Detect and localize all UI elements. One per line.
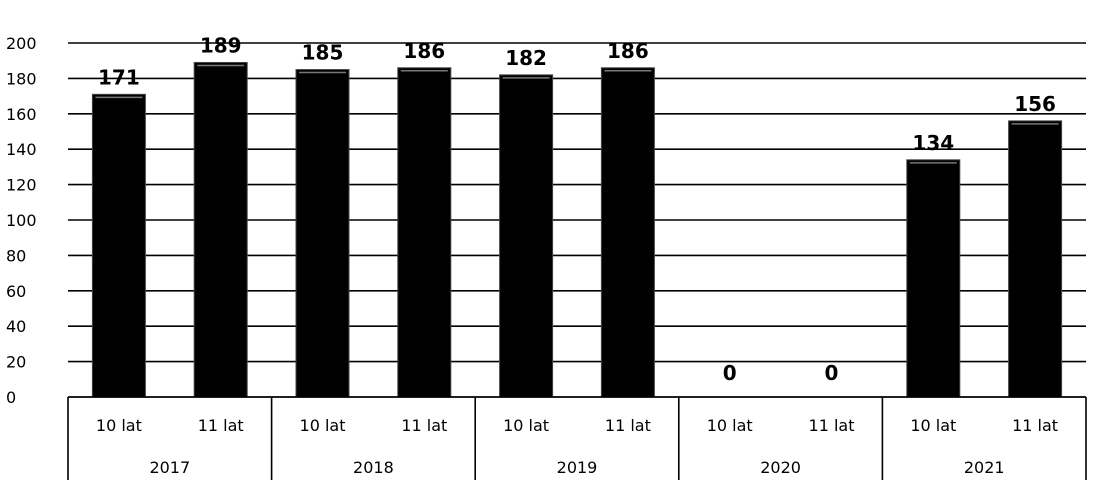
y-tick-label: 40	[6, 317, 26, 336]
y-tick-label: 140	[6, 140, 37, 159]
data-label: 0	[825, 361, 839, 385]
data-labels: 171 189 185 186 182 186 0 0 134 156	[98, 33, 1056, 385]
y-axis-ticks: 0 20 40 60 80 100 120 140 160 180 200	[6, 34, 37, 407]
x-category-label: 11 lat	[198, 416, 244, 435]
y-tick-label: 200	[6, 34, 37, 53]
y-tick-label: 180	[6, 69, 37, 88]
bar	[1008, 120, 1063, 398]
x-category-label: 10 lat	[300, 416, 346, 435]
y-tick-label: 20	[6, 353, 26, 372]
x-group-label: 2017	[149, 458, 190, 477]
y-tick-label: 0	[6, 388, 16, 407]
x-category-label: 11 lat	[809, 416, 855, 435]
data-label: 156	[1014, 92, 1056, 116]
y-tick-label: 80	[6, 246, 26, 265]
x-group-label: 2018	[353, 458, 394, 477]
data-label: 186	[403, 39, 445, 63]
bar	[499, 74, 554, 398]
bar	[193, 61, 248, 398]
data-label: 182	[505, 46, 547, 70]
x-group-label: 2021	[964, 458, 1005, 477]
y-tick-label: 120	[6, 176, 37, 195]
y-tick-label: 60	[6, 282, 26, 301]
data-label: 185	[302, 41, 344, 65]
x-group-label: 2020	[760, 458, 801, 477]
x-category-label: 10 lat	[707, 416, 753, 435]
x-category-label: 11 lat	[401, 416, 447, 435]
data-label: 186	[607, 39, 649, 63]
y-tick-label: 100	[6, 211, 37, 230]
x-category-label: 11 lat	[605, 416, 651, 435]
bar	[91, 93, 146, 398]
x-category-label: 10 lat	[503, 416, 549, 435]
data-label: 0	[723, 361, 737, 385]
bar	[600, 67, 655, 398]
x-category-label: 11 lat	[1012, 416, 1058, 435]
x-category-label: 10 lat	[910, 416, 956, 435]
bar	[906, 159, 961, 398]
x-group-label: 2019	[557, 458, 598, 477]
data-label: 134	[912, 131, 954, 155]
x-category-label: 10 lat	[96, 416, 142, 435]
data-label: 171	[98, 65, 140, 89]
data-label: 189	[200, 33, 242, 57]
bar	[397, 67, 452, 398]
x-axis: 10 lat 11 lat 2017 10 lat 11 lat 2018 10 lat 11…	[67, 396, 1087, 480]
y-tick-label: 160	[6, 105, 37, 124]
bar	[295, 69, 350, 398]
bars	[91, 61, 1063, 398]
